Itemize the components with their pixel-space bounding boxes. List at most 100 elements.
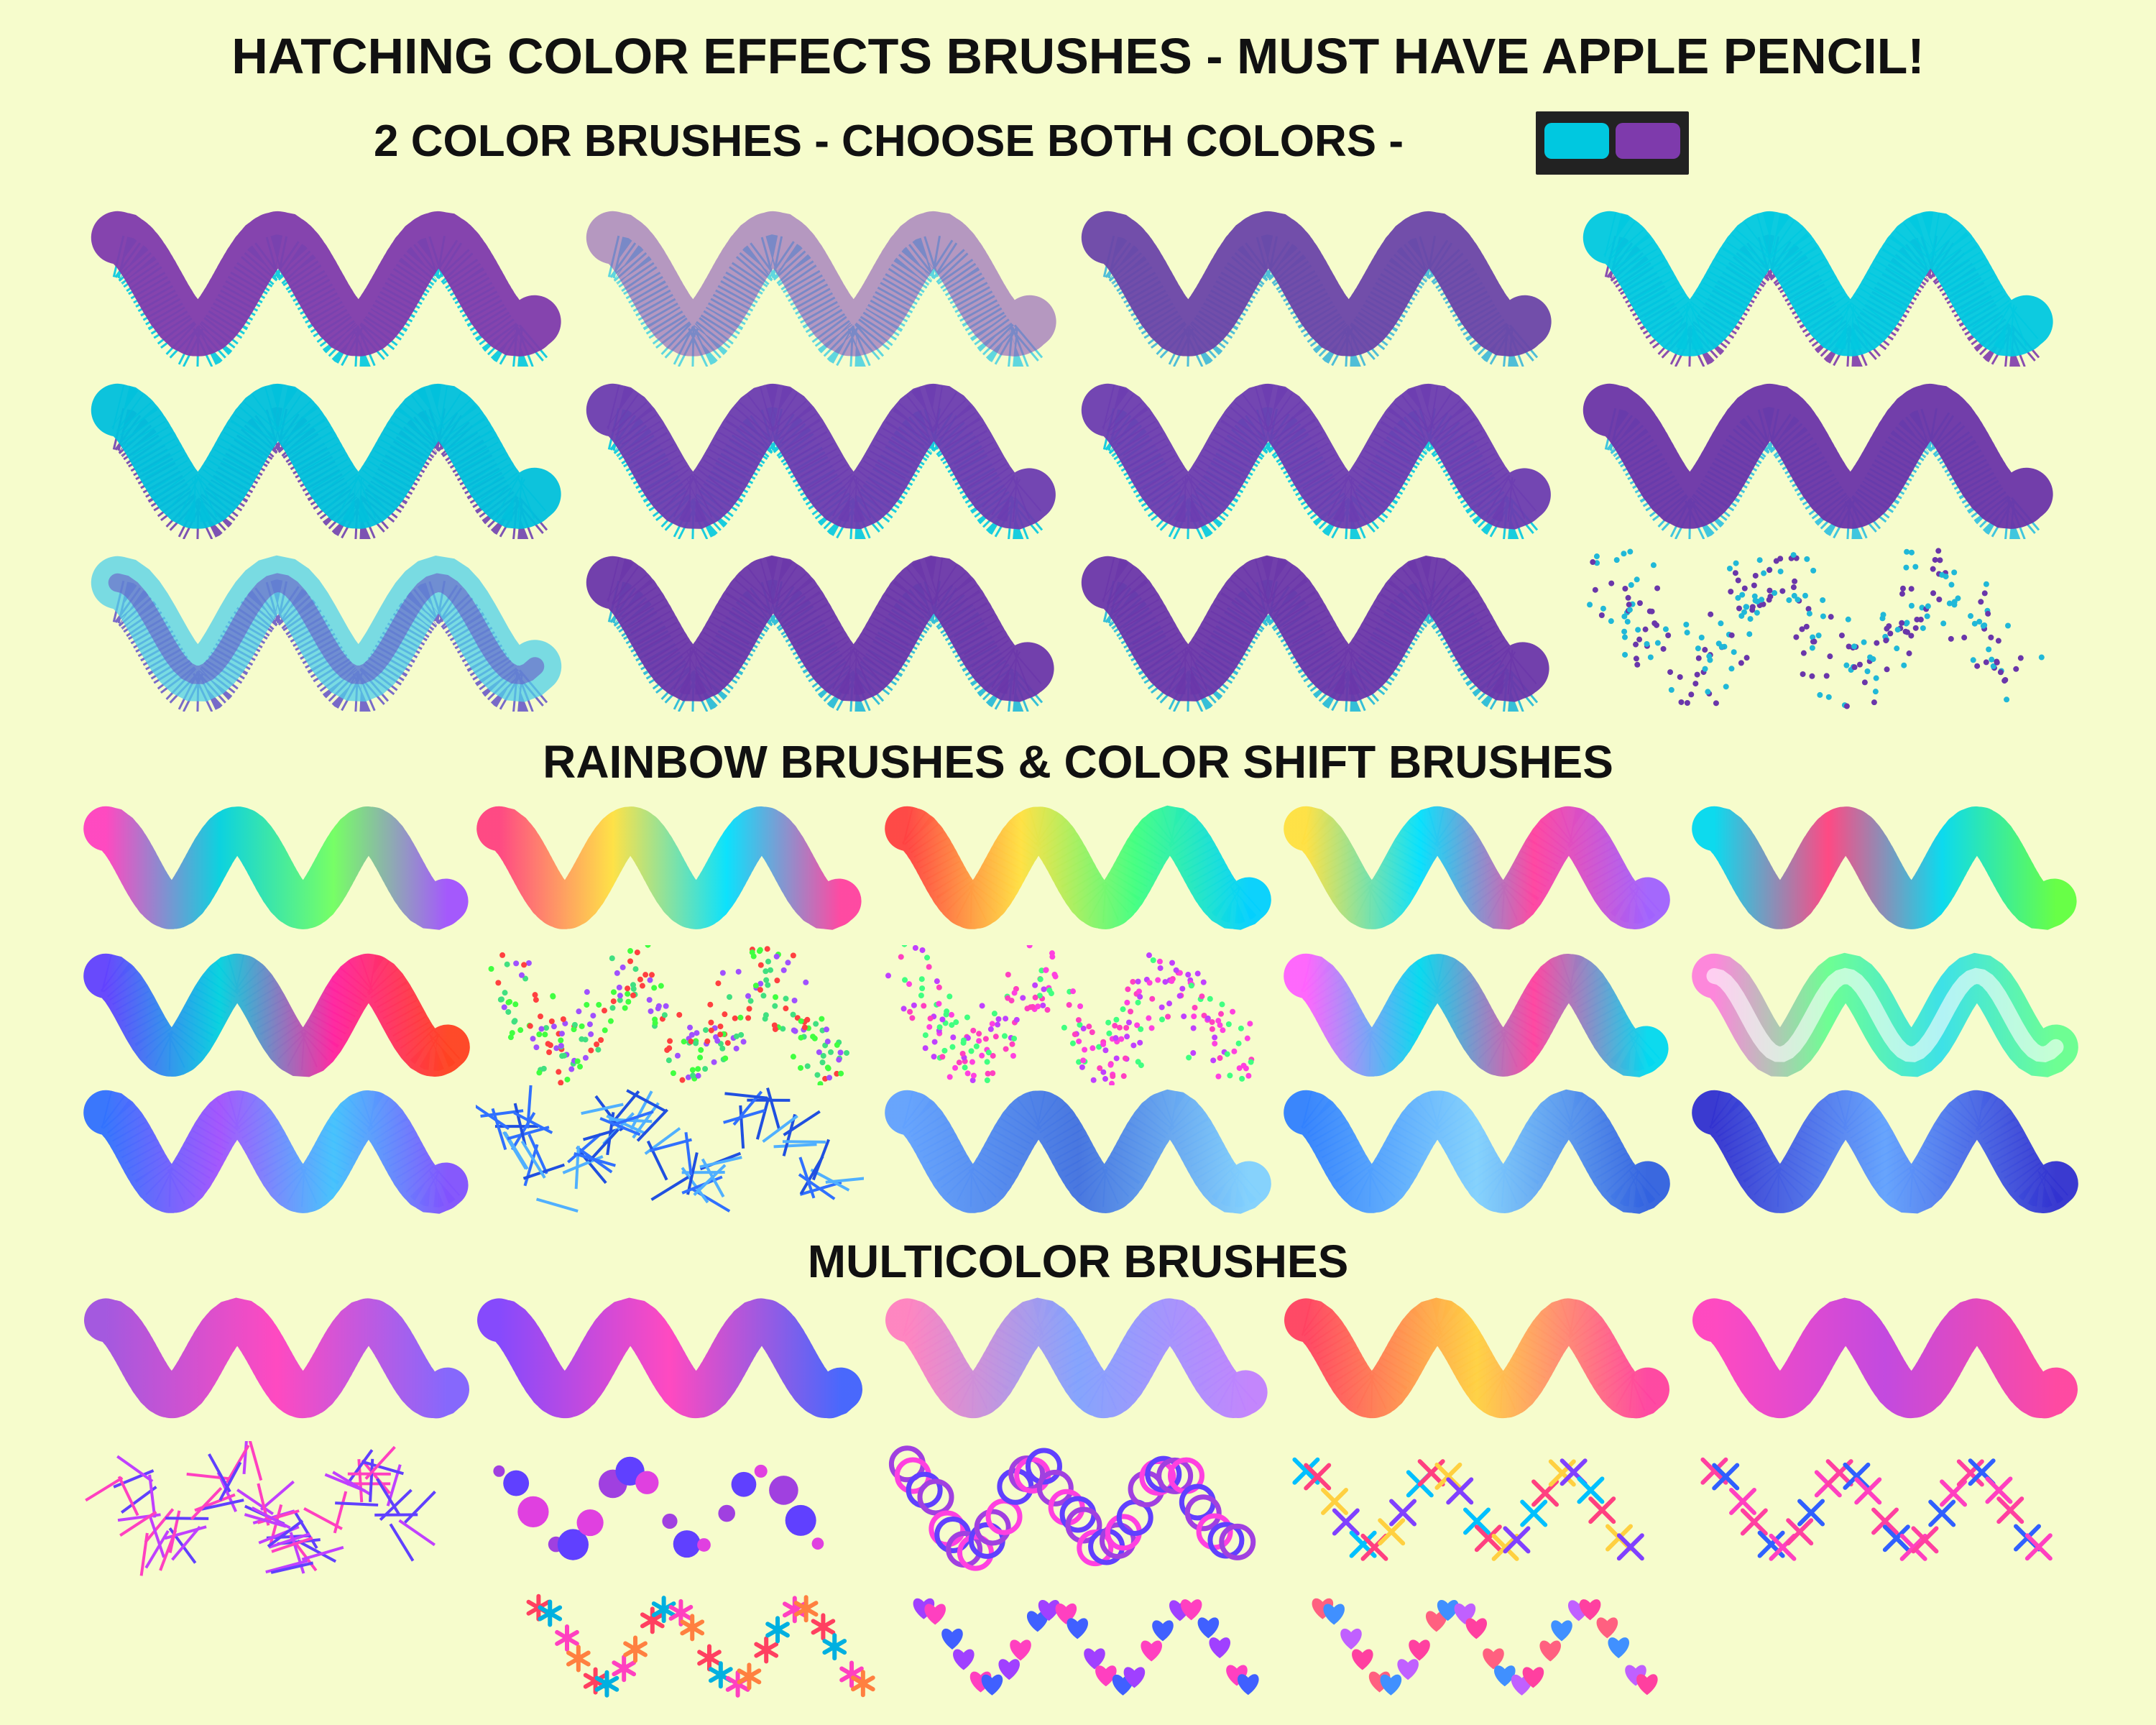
multicolor-brush-4 bbox=[1284, 1297, 1669, 1419]
dot bbox=[558, 1037, 564, 1044]
dot bbox=[687, 1024, 694, 1031]
dot bbox=[1708, 611, 1714, 617]
dot bbox=[1732, 570, 1738, 576]
rainbow-brush-15 bbox=[1692, 1089, 2078, 1214]
dot bbox=[733, 1033, 740, 1039]
star-icon bbox=[697, 1644, 722, 1672]
stroke-overlay bbox=[1102, 556, 1540, 696]
multicolor-brush-12 bbox=[913, 1598, 1259, 1696]
dot bbox=[1795, 597, 1801, 603]
dot bbox=[1238, 1025, 1244, 1031]
dot bbox=[582, 1054, 589, 1061]
dot bbox=[1600, 605, 1606, 612]
dot bbox=[1001, 1033, 1008, 1039]
dot bbox=[1075, 1017, 1082, 1024]
line-mark bbox=[201, 1499, 244, 1511]
cross-icon bbox=[1577, 1476, 1605, 1504]
dot bbox=[1080, 1057, 1087, 1064]
dot bbox=[557, 1529, 589, 1560]
multicolor-brush-5 bbox=[1692, 1297, 2078, 1419]
dot bbox=[1120, 1006, 1126, 1013]
line-mark bbox=[251, 1506, 291, 1530]
dot bbox=[1705, 689, 1711, 695]
line-mark bbox=[773, 1143, 817, 1149]
line-mark bbox=[567, 1133, 602, 1164]
line-mark bbox=[113, 1469, 155, 1489]
dot bbox=[1044, 1007, 1051, 1013]
dot bbox=[900, 1006, 907, 1012]
dot bbox=[1097, 1065, 1103, 1072]
ring bbox=[1099, 1522, 1136, 1560]
dot bbox=[711, 1059, 717, 1065]
dot bbox=[970, 1027, 977, 1034]
ring bbox=[1156, 1457, 1194, 1494]
dot bbox=[637, 976, 643, 983]
dot bbox=[579, 1023, 585, 1029]
dot bbox=[824, 1026, 830, 1033]
line-mark bbox=[364, 1445, 396, 1480]
cross-icon bbox=[1389, 1499, 1417, 1527]
dot bbox=[1066, 1002, 1072, 1008]
dot bbox=[1743, 604, 1750, 610]
dot bbox=[1851, 664, 1858, 671]
star-icon bbox=[623, 1635, 648, 1663]
dot bbox=[1843, 703, 1850, 709]
dot bbox=[746, 1006, 752, 1012]
heart-icon bbox=[941, 1628, 963, 1650]
stroke-overlay bbox=[901, 806, 1262, 924]
dot bbox=[1799, 626, 1805, 632]
dot bbox=[1634, 661, 1641, 668]
dot bbox=[1994, 658, 2000, 665]
dot bbox=[610, 989, 617, 995]
ring bbox=[974, 1509, 1011, 1546]
line-mark bbox=[476, 1104, 510, 1131]
line-mark bbox=[522, 1163, 565, 1180]
dot bbox=[1166, 1000, 1173, 1007]
dot bbox=[1845, 616, 1851, 622]
stroke-overlay bbox=[901, 1090, 1262, 1208]
line-mark bbox=[588, 1128, 619, 1163]
cross-icon bbox=[1548, 1459, 1576, 1487]
dot bbox=[724, 1040, 731, 1046]
dot bbox=[960, 1037, 967, 1044]
dot bbox=[625, 998, 632, 1005]
cross-icon bbox=[1491, 1533, 1519, 1561]
dot bbox=[1048, 990, 1054, 997]
dot bbox=[771, 1022, 778, 1029]
dot bbox=[735, 968, 742, 975]
line-mark bbox=[630, 1090, 653, 1130]
dot bbox=[785, 1504, 816, 1536]
dot bbox=[1825, 694, 1832, 700]
dot bbox=[995, 1021, 1001, 1028]
dot bbox=[1936, 596, 1943, 602]
dot bbox=[1013, 1016, 1020, 1023]
dot bbox=[1980, 622, 1986, 629]
dot bbox=[837, 1049, 844, 1056]
dot bbox=[1873, 675, 1879, 681]
dot bbox=[568, 1066, 575, 1072]
line-mark bbox=[782, 1113, 797, 1156]
dot bbox=[1634, 576, 1640, 583]
dot bbox=[1815, 632, 1822, 639]
dot bbox=[1608, 580, 1615, 586]
dot bbox=[1146, 980, 1153, 986]
dot bbox=[1190, 1050, 1197, 1057]
dot bbox=[1209, 1026, 1215, 1032]
dot bbox=[1677, 673, 1683, 680]
stroke-main bbox=[1692, 1297, 2078, 1419]
stroke-main bbox=[84, 1297, 469, 1419]
dot bbox=[537, 1013, 543, 1020]
dot bbox=[596, 1001, 602, 1008]
dot bbox=[750, 953, 757, 960]
line-mark bbox=[148, 1516, 165, 1558]
dot bbox=[768, 967, 774, 973]
dot bbox=[2002, 677, 2009, 684]
line-mark bbox=[723, 1109, 765, 1124]
dot bbox=[617, 997, 623, 1003]
dot bbox=[543, 1025, 550, 1031]
dot bbox=[885, 972, 892, 979]
dot bbox=[1668, 686, 1674, 693]
dot bbox=[969, 1077, 976, 1084]
heart-icon bbox=[1636, 1674, 1658, 1696]
dot bbox=[1983, 659, 1989, 666]
